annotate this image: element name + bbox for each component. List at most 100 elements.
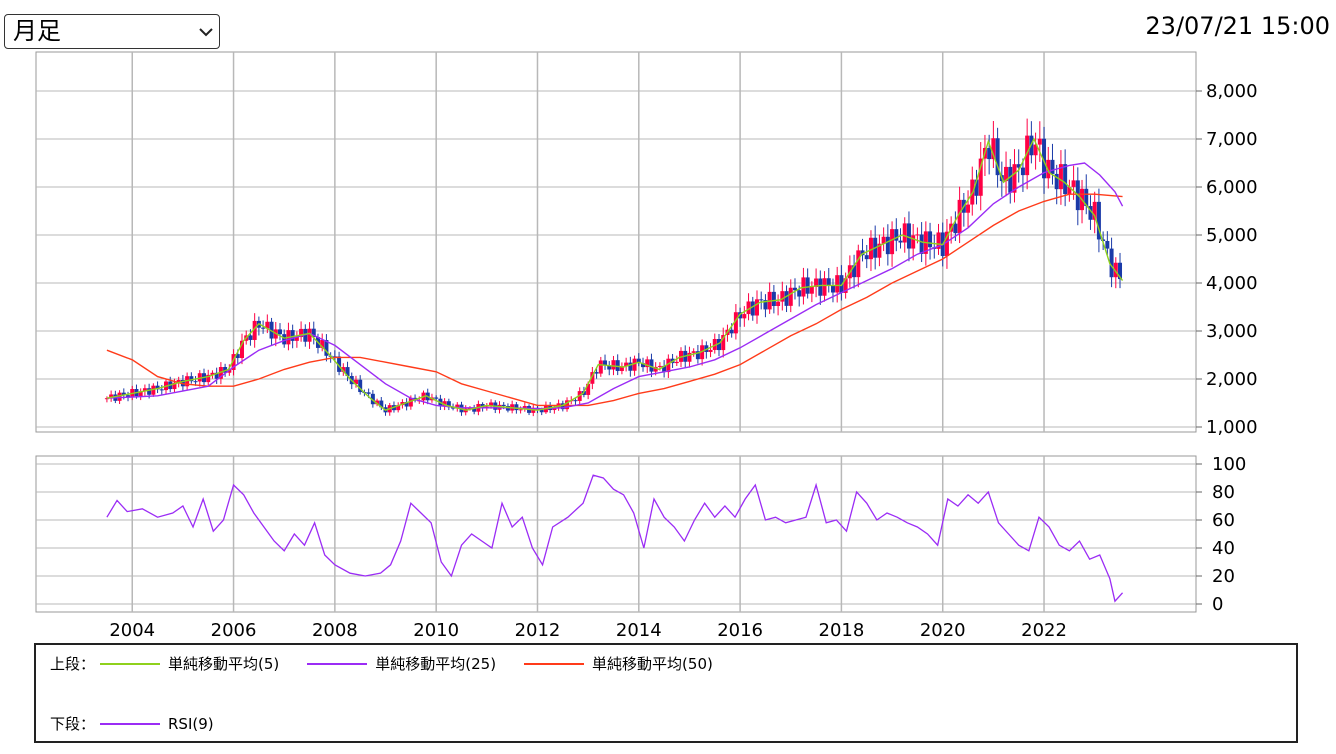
candle-up	[117, 392, 122, 401]
rsi-y-tick-label: 80	[1212, 482, 1235, 503]
period-select[interactable]: 月足	[4, 14, 220, 49]
candle-down	[379, 400, 384, 408]
x-tick-label: 2012	[515, 620, 561, 640]
rsi-y-tick-label: 20	[1212, 566, 1235, 587]
candle-up	[353, 379, 358, 385]
candle-up	[619, 366, 624, 371]
candle-down	[358, 379, 363, 393]
candle-down	[615, 360, 620, 371]
candle-up	[666, 358, 671, 373]
candle-up	[814, 278, 819, 288]
x-tick-label: 2008	[312, 620, 358, 640]
candle-down	[189, 376, 194, 382]
candle-down	[1096, 201, 1101, 240]
candle-up	[835, 275, 840, 293]
candle-down	[573, 400, 578, 402]
candle-down	[269, 321, 274, 339]
candle-down	[763, 300, 768, 310]
candle-up	[742, 314, 747, 319]
candle-up	[674, 361, 679, 364]
candle-up	[712, 339, 717, 350]
x-tick-label: 2006	[211, 620, 257, 640]
candle-down	[451, 407, 456, 409]
candle-down	[514, 404, 519, 411]
rsi-y-tick-label: 100	[1212, 454, 1246, 475]
candle-up	[611, 360, 616, 370]
candle-down	[826, 278, 831, 286]
candle-up	[809, 287, 814, 294]
candle-down	[729, 329, 734, 334]
candle-down	[649, 359, 654, 372]
legend-item-ma25: 単純移動平均(25)	[307, 653, 496, 674]
legend-row-upper: 上段： 単純移動平均(5) 単純移動平均(25) 単純移動平均(50)	[50, 653, 741, 674]
rsi-panel-frame	[35, 455, 1197, 613]
candle-up	[151, 385, 156, 395]
price-y-tick-label: 8,000	[1206, 81, 1258, 102]
candle-down	[155, 385, 160, 390]
candle-up	[877, 243, 882, 258]
candle-down	[290, 330, 295, 341]
candle-down	[560, 403, 565, 410]
x-tick-label: 2016	[717, 620, 763, 640]
candle-down	[159, 389, 164, 391]
x-tick-label: 2020	[920, 620, 966, 640]
candle-down	[1042, 138, 1047, 179]
legend-ma5-label: 単純移動平均(5)	[168, 655, 280, 673]
price-chart: 2004 2006 2008 2010 2012 2014 2016 2018 2020 2022…	[35, 51, 1258, 640]
candle-down	[446, 401, 451, 408]
candle-down	[792, 287, 797, 291]
candle-up	[1033, 144, 1038, 156]
candle-up	[227, 369, 232, 373]
candle-down	[147, 388, 152, 395]
candle-up	[1113, 262, 1118, 278]
legend: 上段： 単純移動平均(5) 単純移動平均(25) 単純移動平均(50) 下段： …	[34, 643, 1298, 743]
candle-down	[662, 365, 667, 373]
candle-up	[657, 365, 662, 367]
candle-up	[687, 352, 692, 362]
candle-down	[1054, 173, 1059, 190]
candle-up	[645, 359, 650, 368]
x-tick-label: 2004	[109, 620, 155, 640]
candle-down	[1105, 241, 1110, 249]
candle-up	[915, 234, 920, 236]
candle-down	[953, 223, 958, 234]
candle-down	[1050, 159, 1055, 174]
candle-down	[759, 299, 764, 301]
candle-up	[788, 287, 793, 306]
candle-up	[231, 354, 236, 370]
candle-up	[856, 250, 861, 278]
candle-down	[235, 354, 240, 359]
candle-up	[210, 372, 215, 375]
candle-down	[906, 223, 911, 249]
candle-down	[1020, 167, 1025, 176]
candle-down	[898, 240, 903, 243]
x-tick-label: 2022	[1021, 620, 1067, 640]
candle-down	[370, 393, 375, 405]
candle-up	[653, 366, 658, 372]
candle-down	[594, 372, 599, 374]
candle-up	[868, 237, 873, 260]
candle-down	[277, 329, 282, 335]
candle-up	[218, 367, 223, 379]
candle-up	[586, 383, 591, 395]
x-tick-label: 2014	[616, 620, 662, 640]
ma50-line	[106, 193, 1123, 407]
candle-up	[944, 231, 949, 257]
candle-down	[311, 328, 316, 338]
legend-ma25-label: 単純移動平均(25)	[375, 655, 497, 673]
candle-up	[109, 394, 114, 399]
candle-up	[843, 278, 848, 293]
candle-down	[434, 397, 439, 399]
candle-down	[641, 363, 646, 368]
candle-down	[1118, 262, 1123, 280]
price-y-tick-label: 1,000	[1206, 417, 1258, 438]
candle-up	[754, 299, 759, 316]
candle-down	[1016, 164, 1021, 168]
chevron-down-icon[interactable]	[193, 15, 219, 48]
candle-up	[632, 358, 637, 371]
candle-down	[603, 360, 608, 366]
legend-swatch-ma50	[524, 662, 585, 665]
candle-down	[636, 358, 641, 364]
price-y-tick-label: 5,000	[1206, 225, 1258, 246]
candle-up	[206, 374, 211, 383]
